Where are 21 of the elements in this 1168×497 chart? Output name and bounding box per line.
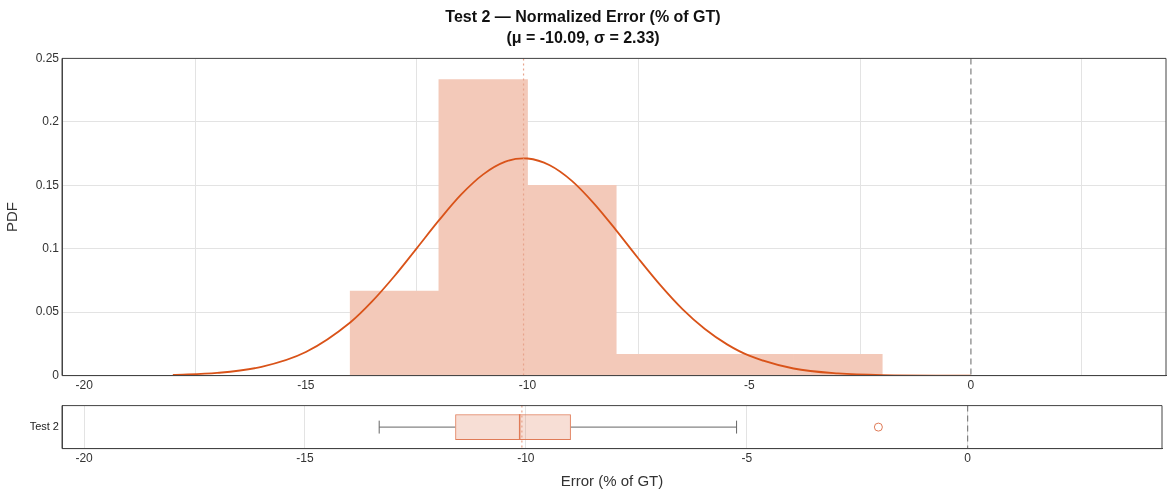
y-tick-label: 0.15	[35, 177, 60, 192]
x-tick-label: -5	[743, 378, 755, 393]
y-axis-title: PDF	[3, 202, 21, 232]
chart-title: Test 2 — Normalized Error (% of GT)	[445, 8, 721, 26]
y-tick-label: 0.25	[35, 50, 60, 65]
x-tick-label: -15	[297, 378, 315, 393]
x-tick-label: -10	[518, 378, 537, 393]
x-tick-label: -10	[517, 451, 535, 466]
x-tick-label: -15	[296, 451, 314, 466]
chart-subtitle: (μ = -10.09, σ = 2.33)	[506, 29, 660, 47]
x-tick-label: -5	[741, 451, 753, 466]
x-tick-label: -20	[75, 378, 94, 393]
x-tick-label: 0	[964, 451, 972, 466]
y-tick-label: 0.2	[42, 114, 60, 129]
y-tick-label: 0	[52, 367, 60, 382]
y-tick-label: 0.05	[35, 304, 60, 319]
x-tick-label: 0	[967, 378, 975, 393]
x-tick-label: -20	[75, 451, 94, 466]
x-axis-title: Error (% of GT)	[560, 472, 664, 490]
y-tick-label: 0.1	[42, 241, 60, 256]
y-tick-label: Test 2	[29, 420, 59, 433]
